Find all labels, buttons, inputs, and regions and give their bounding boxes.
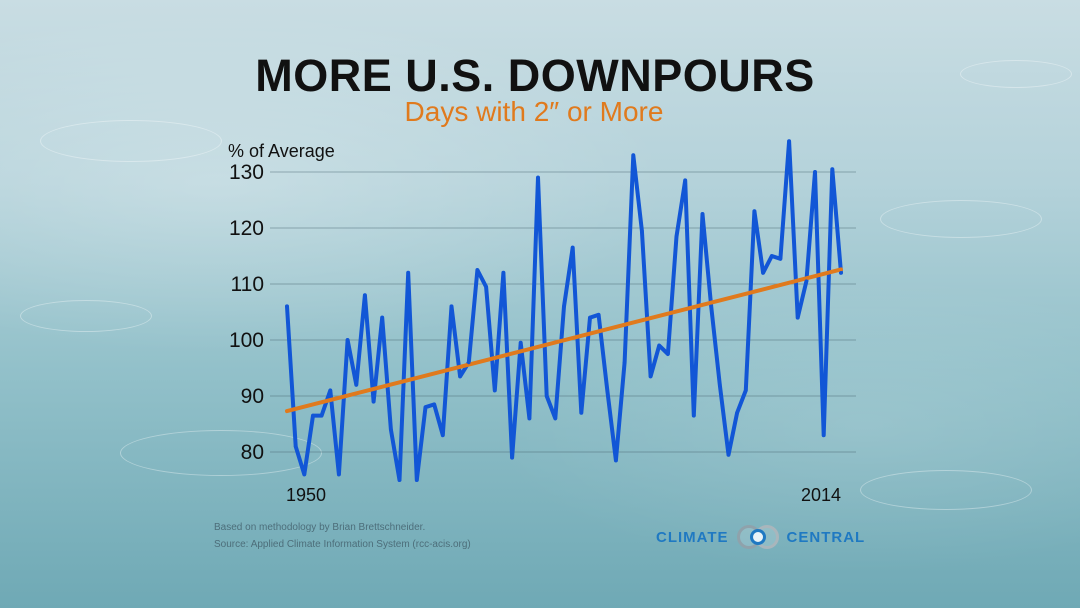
data-point xyxy=(458,374,462,379)
data-point xyxy=(813,170,817,174)
data-point xyxy=(285,304,289,309)
data-point xyxy=(484,285,488,289)
data-point xyxy=(674,234,679,239)
data-point xyxy=(830,167,835,171)
data-point xyxy=(666,352,670,356)
data-point xyxy=(518,341,523,345)
data-point xyxy=(839,271,843,275)
data-points xyxy=(285,139,843,482)
data-point xyxy=(371,399,376,404)
data-point xyxy=(778,257,783,261)
data-point xyxy=(718,383,722,387)
data-point xyxy=(423,405,428,410)
data-point xyxy=(389,427,393,432)
climate-central-logo: CLIMATE CENTRAL xyxy=(656,520,865,554)
data-point xyxy=(588,315,592,320)
chart-subtitle: Days with 2″ or More xyxy=(404,96,664,127)
data-point xyxy=(527,416,532,421)
data-point xyxy=(501,271,506,275)
data-point xyxy=(337,472,341,477)
data-point xyxy=(553,416,558,421)
data-point xyxy=(743,388,748,393)
data-point xyxy=(622,360,627,365)
data-point xyxy=(562,304,566,309)
data-point xyxy=(648,374,653,379)
data-point xyxy=(700,212,705,216)
y-tick-label: 80 xyxy=(241,441,264,464)
logo-mark-icon xyxy=(735,522,781,552)
data-point xyxy=(354,383,359,387)
data-point xyxy=(761,271,765,275)
series-line xyxy=(285,139,843,482)
data-point xyxy=(536,175,540,180)
data-point xyxy=(795,315,800,320)
data-point xyxy=(787,139,791,143)
y-axis-label: % of Average xyxy=(228,141,335,161)
y-tick-label: 110 xyxy=(231,273,264,296)
data-point xyxy=(804,279,809,284)
data-point xyxy=(466,360,471,365)
data-point xyxy=(432,402,436,407)
data-point xyxy=(692,413,696,418)
y-tick-label: 100 xyxy=(229,329,264,352)
data-point xyxy=(640,229,644,233)
data-point xyxy=(570,245,575,250)
data-point xyxy=(319,413,324,418)
logo-text-left: CLIMATE xyxy=(656,528,729,546)
data-point xyxy=(311,413,315,418)
data-point xyxy=(328,388,333,393)
data-point xyxy=(293,444,298,449)
y-tick-label: 130 xyxy=(229,161,264,184)
methodology-note: Based on methodology by Brian Brettschne… xyxy=(214,522,426,533)
data-point xyxy=(605,388,610,393)
data-point xyxy=(726,453,731,457)
data-point xyxy=(657,343,662,348)
data-point xyxy=(735,411,739,415)
data-point xyxy=(475,268,480,272)
trend-line xyxy=(285,267,843,414)
data-point xyxy=(821,433,826,438)
data-point xyxy=(683,178,687,183)
x-tick-label: 1950 xyxy=(286,485,326,505)
data-point xyxy=(510,455,514,460)
data-point xyxy=(415,478,419,482)
data-point xyxy=(406,271,410,275)
data-point xyxy=(579,411,584,415)
logo-text-right: CENTRAL xyxy=(786,528,866,546)
data-point xyxy=(449,304,454,309)
data-point xyxy=(363,293,367,298)
data-point xyxy=(380,315,385,320)
data-point xyxy=(631,153,636,157)
data-point xyxy=(441,433,445,438)
y-axis-ticks: 80 90 100 110 120 130 xyxy=(229,161,264,464)
data-point xyxy=(492,388,497,393)
y-tick-label: 120 xyxy=(229,217,264,240)
data-point xyxy=(709,304,713,309)
data-point xyxy=(397,478,402,482)
data-point xyxy=(302,472,307,477)
source-note: Source: Applied Climate Information Syst… xyxy=(214,539,471,550)
data-point xyxy=(614,458,618,463)
data-point xyxy=(752,209,757,213)
x-axis-ticks: 1950 2014 xyxy=(286,485,841,505)
y-tick-label: 90 xyxy=(241,385,264,408)
data-point xyxy=(544,394,549,398)
data-point xyxy=(769,254,774,258)
chart-title: MORE U.S. DOWNPOURS xyxy=(255,50,815,101)
data-point xyxy=(596,313,601,317)
x-tick-label: 2014 xyxy=(801,485,841,505)
data-point xyxy=(345,338,350,342)
